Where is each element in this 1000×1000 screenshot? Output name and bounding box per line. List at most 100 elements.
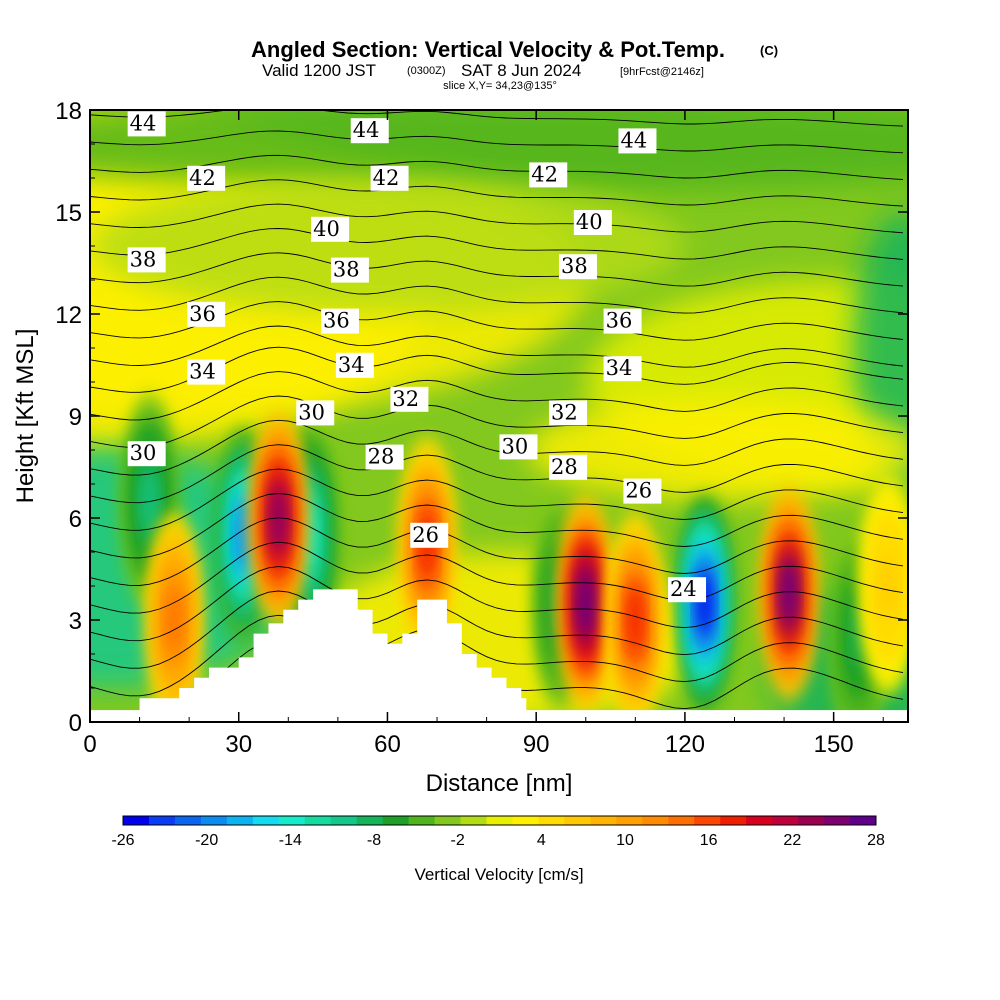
colorbar-swatch [200, 816, 228, 825]
isentrope-label: 36 [187, 301, 226, 327]
isentrope-label-text: 40 [576, 210, 603, 234]
isentrope-line [90, 203, 904, 234]
slice-label: slice X,Y= 34,23@135° [443, 80, 557, 92]
isentrope-label-text: 42 [189, 166, 216, 190]
isentrope-label-box [549, 454, 588, 480]
isentrope-label: 34 [335, 352, 374, 378]
colorbar-swatch [148, 816, 176, 825]
isentrope-line [90, 444, 904, 504]
isentrope-label-box [618, 128, 657, 154]
isentrope-label: 44 [127, 111, 166, 137]
velocity-core-12-5 [880, 553, 896, 619]
colorbar-swatch [330, 816, 358, 825]
colorbar-swatch [694, 816, 721, 825]
isentrope-line [90, 228, 904, 260]
isentrope-label-text: 42 [373, 166, 400, 190]
colorbar: -26 -20 -14 -8 -2 4 10 16 22 28 [111, 815, 885, 849]
isentrope-label-box [573, 210, 612, 235]
isentrope-label-text: 30 [501, 434, 528, 458]
isentrope-label-box [529, 162, 568, 188]
terrain [139, 589, 527, 722]
isentrope-label-text: 32 [392, 387, 419, 411]
isentrope-label-text: 30 [298, 400, 325, 424]
chart-title: Angled Section: Vertical Velocity & Pot.… [251, 37, 725, 62]
isentrope-line [90, 419, 904, 476]
isentrope-line [90, 130, 904, 154]
colorbar-tick-label: -8 [367, 832, 381, 849]
velocity-core-10-5 [628, 587, 643, 653]
isentrope-label-box [127, 111, 166, 137]
colorbar-swatch [460, 816, 488, 825]
colorbar-swatch [486, 816, 513, 825]
isentrope-label-box [187, 359, 226, 385]
isentrope-label-box [603, 308, 642, 334]
isentrope-line [90, 590, 904, 669]
isentrope-label: 34 [603, 356, 642, 382]
ground-strip [90, 710, 908, 722]
isentrope-label-text: 44 [130, 111, 157, 135]
colorbar-swatch [564, 816, 591, 825]
colorbar-swatch [434, 816, 462, 825]
x-tick-label: 120 [665, 731, 705, 758]
colorbar-swatch [304, 816, 332, 825]
colorbar-tick-label: 10 [616, 832, 634, 849]
isentrope-label: 28 [549, 454, 588, 480]
colorbar-swatch [226, 816, 254, 825]
isentrope-label-box [127, 247, 166, 273]
isentrope-labels: 44 44 44 42 42 42 40 40 38 38 38 36 36 36 34 34 34 32 32 30… [127, 111, 707, 603]
isentrope-label: 30 [127, 441, 166, 467]
isentrope-label-text: 36 [189, 302, 216, 326]
isentrope-label-box [311, 216, 350, 242]
isentrope-label: 36 [321, 308, 360, 334]
isentrope-label-text: 36 [323, 309, 350, 333]
isentrope-line [90, 395, 904, 448]
isentrope-label: 28 [365, 444, 404, 470]
isentrope-label-box [321, 308, 360, 334]
isentrope-label: 44 [350, 118, 389, 144]
isentrope-line [90, 517, 904, 586]
velocity-core-0-5 [142, 468, 157, 534]
colorbar-tick-label: 16 [700, 832, 718, 849]
isentrope-label-text: 24 [670, 577, 697, 601]
isentrope-label-text: 40 [313, 217, 340, 241]
isentrope-label: 26 [410, 522, 449, 548]
isentrope-label-box [370, 165, 409, 191]
colorbar-tick-label: 22 [783, 832, 801, 849]
isentrope-label-box [350, 118, 389, 144]
x-tick-label: 30 [225, 731, 252, 758]
isentrope-label: 38 [330, 257, 369, 283]
colorbar-swatch [746, 816, 773, 825]
isentrope-label-text: 34 [338, 353, 365, 377]
x-tick-label: 60 [374, 731, 401, 758]
isentrope-label-box [330, 257, 369, 283]
colorbar-tick-label: -26 [111, 832, 134, 849]
isentrope-label-box [335, 352, 374, 378]
colorbar-swatch [278, 816, 306, 825]
isentrope-line [90, 252, 904, 287]
isentrope-label: 32 [390, 386, 429, 412]
colorbar-swatch [356, 816, 384, 825]
isentrope-label-box [623, 478, 662, 504]
x-tick-label: 150 [814, 731, 854, 758]
colorbar-swatch [824, 816, 851, 825]
isentrope-label-box [296, 400, 335, 426]
isentrope-label-text: 38 [130, 247, 157, 271]
isentrope-label-box [365, 444, 404, 470]
y-tick-label: 0 [69, 710, 82, 737]
isentrope-label-text: 38 [333, 258, 360, 282]
isentrope-line [90, 371, 904, 421]
isentrope-line [90, 493, 904, 559]
colorbar-swatch [408, 816, 436, 825]
velocity-core-6-5 [167, 587, 182, 653]
valid-time-date: SAT 8 Jun 2024 [461, 61, 581, 80]
colorbar-swatch [798, 816, 825, 825]
isentrope-line [90, 468, 904, 531]
y-tick-label: 9 [69, 404, 82, 431]
y-tick-label: 3 [69, 608, 82, 635]
y-axis-label: Height [Kft MSL] [12, 329, 39, 504]
isentrope-label: 42 [370, 165, 409, 191]
isentrope-line [90, 541, 904, 614]
forecast-label: [9hrFcst@2146z] [620, 66, 704, 78]
isentrope-label-box [187, 301, 226, 327]
